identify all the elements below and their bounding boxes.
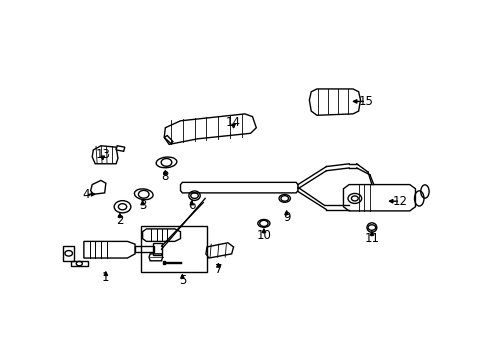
Text: 11: 11 [364,232,379,245]
Text: 4: 4 [82,188,89,201]
Text: 10: 10 [256,229,271,242]
Text: 15: 15 [358,95,373,108]
Text: 6: 6 [188,199,195,212]
Text: 3: 3 [139,199,146,212]
Text: 8: 8 [162,170,169,183]
Text: 9: 9 [282,211,290,224]
Text: 12: 12 [392,195,407,208]
Bar [141,226,206,272]
Text: 1: 1 [102,271,109,284]
Text: 13: 13 [95,148,110,161]
Text: 7: 7 [214,262,222,276]
Text: 5: 5 [178,274,186,287]
Text: 14: 14 [225,116,241,129]
Text: 2: 2 [116,214,123,227]
